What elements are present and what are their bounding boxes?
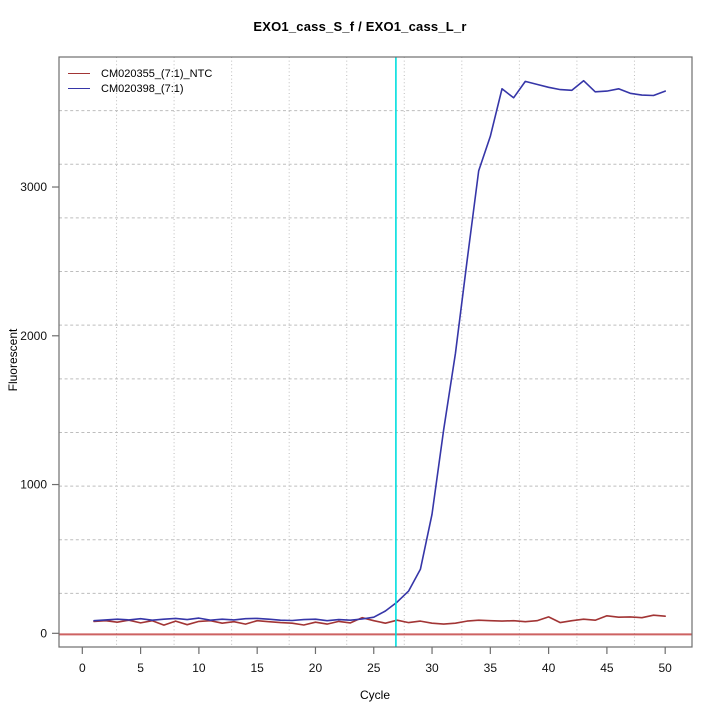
x-tick-label: 50 xyxy=(659,661,673,675)
x-tick-label: 10 xyxy=(192,661,206,675)
legend-label-ntc: CM020355_(7:1)_NTC xyxy=(101,67,213,80)
x-axis-label: Cycle xyxy=(359,688,390,702)
y-tick-label: 3000 xyxy=(20,180,47,194)
amplification-curve xyxy=(93,79,667,622)
x-tick-label: 15 xyxy=(250,661,264,675)
legend: CM020355_(7:1)_NTC CM020398_(7:1) xyxy=(68,66,212,96)
sample-line-swatch xyxy=(68,88,90,89)
x-tick-label: 40 xyxy=(542,661,556,675)
ntc-line-swatch xyxy=(68,73,90,74)
y-tick-label: 0 xyxy=(40,626,47,640)
x-tick-label: 45 xyxy=(600,661,614,675)
x-tick-label: 20 xyxy=(309,661,323,675)
y-tick-label: 2000 xyxy=(20,329,47,343)
x-tick-label: 5 xyxy=(137,661,144,675)
legend-entry-ntc: CM020355_(7:1)_NTC xyxy=(68,66,212,81)
ntc-curve xyxy=(93,614,667,626)
x-tick-label: 30 xyxy=(425,661,439,675)
x-tick-label: 35 xyxy=(484,661,498,675)
chart-title: EXO1_cass_S_f / EXO1_cass_L_r xyxy=(253,19,467,34)
legend-label-sample: CM020398_(7:1) xyxy=(101,82,184,95)
legend-entry-sample: CM020398_(7:1) xyxy=(68,81,212,96)
x-tick-label: 25 xyxy=(367,661,381,675)
y-tick-label: 1000 xyxy=(20,478,47,492)
plot-box xyxy=(58,56,693,648)
x-tick-label: 0 xyxy=(79,661,86,675)
